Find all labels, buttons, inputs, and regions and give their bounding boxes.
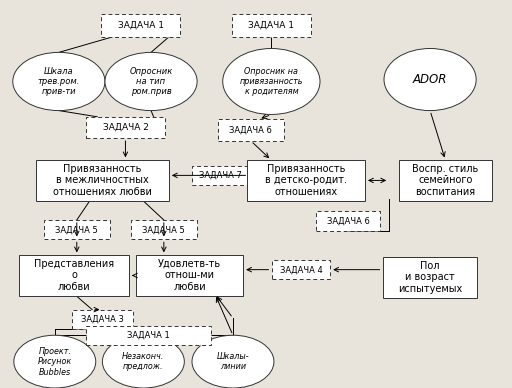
- Bar: [101, 14, 181, 37]
- Bar: [86, 116, 165, 138]
- Bar: [231, 14, 311, 37]
- Bar: [382, 257, 477, 298]
- Text: ЗАДАЧА 7: ЗАДАЧА 7: [199, 171, 242, 180]
- Ellipse shape: [105, 52, 197, 111]
- Ellipse shape: [14, 335, 96, 388]
- Bar: [72, 310, 133, 329]
- Bar: [218, 119, 284, 140]
- Ellipse shape: [13, 52, 105, 111]
- Text: ЗАДАЧА 6: ЗАДАЧА 6: [229, 125, 272, 135]
- Text: ЗАДАЧА 6: ЗАДАЧА 6: [327, 217, 370, 226]
- Text: Привязанность
в детско-родит.
отношениях: Привязанность в детско-родит. отношениях: [265, 164, 347, 197]
- Ellipse shape: [102, 335, 184, 388]
- Text: Воспр. стиль
семейного
воспитания: Воспр. стиль семейного воспитания: [412, 164, 479, 197]
- Text: Шкала
трев.ром.
прив-ти: Шкала трев.ром. прив-ти: [38, 67, 80, 96]
- Text: Проект.
Рисунок
Bubbles: Проект. Рисунок Bubbles: [38, 347, 72, 376]
- Bar: [192, 166, 248, 185]
- Bar: [19, 255, 129, 296]
- Text: ЗАДАЧА 1: ЗАДАЧА 1: [127, 331, 170, 340]
- Text: Опросник на
привязанность
к родителям: Опросник на привязанность к родителям: [240, 67, 303, 96]
- Ellipse shape: [223, 48, 320, 114]
- Text: Представления
о
любви: Представления о любви: [34, 259, 114, 292]
- Bar: [36, 160, 169, 201]
- Bar: [316, 211, 380, 231]
- Bar: [399, 160, 492, 201]
- Bar: [271, 260, 331, 279]
- Bar: [44, 220, 110, 239]
- Bar: [86, 326, 211, 345]
- Ellipse shape: [192, 335, 274, 388]
- Text: Удовлетв-ть
отнош-ми
любви: Удовлетв-ть отнош-ми любви: [158, 259, 221, 292]
- Bar: [136, 255, 243, 296]
- Text: Опросник
на тип
ром.прив: Опросник на тип ром.прив: [130, 67, 173, 96]
- Text: ЗАДАЧА 1: ЗАДАЧА 1: [118, 21, 164, 30]
- Text: ЗАДАЧА 4: ЗАДАЧА 4: [280, 265, 323, 274]
- Ellipse shape: [384, 48, 476, 111]
- Text: ЗАДАЧА 2: ЗАДАЧА 2: [102, 123, 148, 132]
- Text: Незаконч.
предлож.: Незаконч. предлож.: [122, 352, 164, 371]
- Bar: [131, 220, 197, 239]
- Text: Пол
и возраст
испытуемых: Пол и возраст испытуемых: [398, 261, 462, 294]
- Text: ЗАДАЧА 5: ЗАДАЧА 5: [142, 225, 185, 234]
- Text: ЗАДАЧА 1: ЗАДАЧА 1: [248, 21, 294, 30]
- Bar: [247, 160, 365, 201]
- Text: Шкалы-
линии: Шкалы- линии: [217, 352, 249, 371]
- Text: ЗАДАЧА 5: ЗАДАЧА 5: [55, 225, 98, 234]
- Text: ADOR: ADOR: [413, 73, 447, 86]
- Text: Привязанность
в межличностных
отношениях любви: Привязанность в межличностных отношениях…: [53, 164, 152, 197]
- Text: ЗАДАЧА 3: ЗАДАЧА 3: [81, 315, 124, 324]
